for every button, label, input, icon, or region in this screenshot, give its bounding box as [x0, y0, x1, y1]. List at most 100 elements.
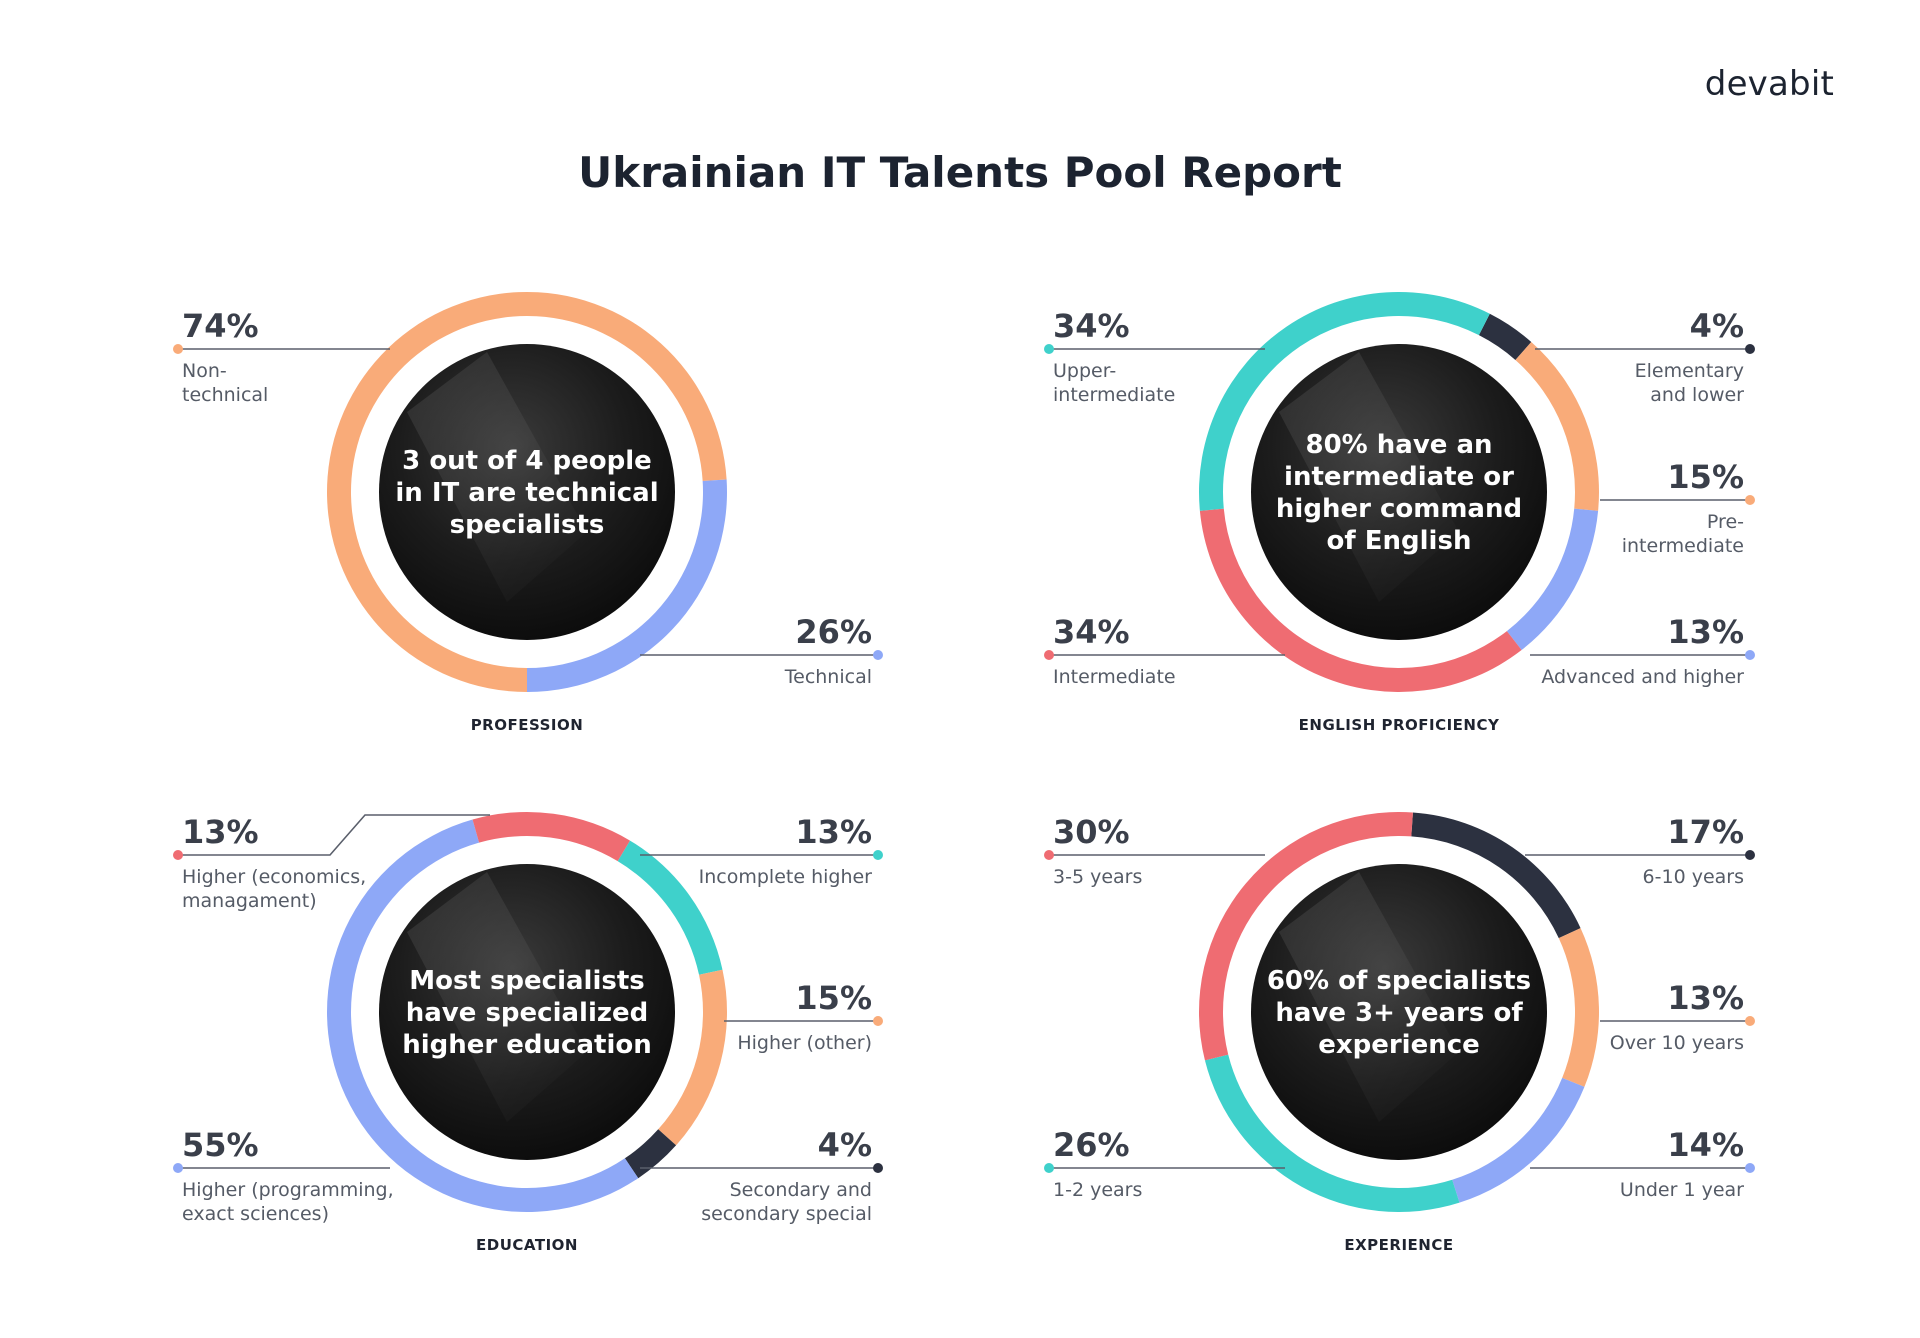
center-text-line: have 3+ years of — [1275, 998, 1523, 1028]
slice-secondary-and-secondary-special — [624, 1129, 677, 1179]
slice-higher-programming-exact-sciences — [327, 819, 639, 1212]
center-text-line: 80% have an — [1305, 430, 1492, 460]
leader-dot — [873, 1163, 883, 1173]
center-text-line: in IT are technical — [395, 478, 658, 508]
percent-label: 13% — [182, 813, 259, 851]
percent-label: 15% — [795, 979, 872, 1017]
percent-label: 17% — [1667, 813, 1744, 851]
slice-advanced-and-higher — [1506, 508, 1599, 651]
slice-label: Technical — [784, 666, 872, 688]
chart-caption: PROFESSION — [471, 716, 584, 734]
center-photo-highlight — [1279, 352, 1459, 602]
center-text-line: 60% of specialists — [1267, 966, 1531, 996]
slice-label: Secondary and — [730, 1179, 872, 1201]
percent-label: 26% — [1053, 1126, 1130, 1164]
center-text-line: higher education — [402, 1030, 651, 1060]
percent-label: 4% — [1690, 307, 1744, 345]
leader-dot — [873, 1016, 883, 1026]
slice-pre-intermediate — [1515, 341, 1599, 511]
percent-label: 13% — [795, 813, 872, 851]
slice-label: exact sciences) — [182, 1203, 329, 1225]
leader-dot — [1745, 344, 1755, 354]
slice-6-10-years — [1411, 812, 1581, 939]
slice-label: Under 1 year — [1620, 1179, 1744, 1201]
slice-higher-economics-managament — [472, 811, 631, 862]
leader-dot — [173, 1163, 183, 1173]
leader-dot — [1044, 1163, 1054, 1173]
slice-label: Incomplete higher — [699, 866, 873, 888]
center-text-line: experience — [1318, 1030, 1480, 1060]
leader-line — [178, 814, 490, 856]
leader-dot — [873, 650, 883, 660]
leader-dot — [1044, 650, 1054, 660]
center-text-line: of English — [1327, 526, 1472, 556]
chart-caption: EDUCATION — [476, 1236, 578, 1254]
slice-over-10-years — [1558, 928, 1599, 1087]
percent-label: 14% — [1667, 1126, 1744, 1164]
percent-label: 34% — [1053, 613, 1130, 651]
slice-under-1-year — [1452, 1077, 1585, 1203]
slice-label: secondary special — [701, 1203, 872, 1225]
leader-dot — [1745, 495, 1755, 505]
percent-label: 74% — [182, 307, 259, 345]
slice-upper-intermediate — [1198, 291, 1490, 511]
leader-dot — [1745, 650, 1755, 660]
leader-dot — [1044, 850, 1054, 860]
slice-label: Pre- — [1707, 511, 1744, 533]
slice-label: Advanced and higher — [1541, 666, 1744, 688]
chart-caption: EXPERIENCE — [1344, 1236, 1453, 1254]
slice-label: technical — [182, 384, 268, 406]
leader-dot — [1745, 850, 1755, 860]
report-title: Ukrainian IT Talents Pool Report — [578, 148, 1342, 197]
leader-dot — [1745, 1163, 1755, 1173]
center-text-line: intermediate or — [1284, 462, 1514, 492]
center-text-line: specialists — [450, 510, 605, 540]
percent-label: 4% — [818, 1126, 872, 1164]
percent-label: 15% — [1667, 458, 1744, 496]
leader-dot — [173, 344, 183, 354]
slice-label: Elementary — [1635, 360, 1744, 382]
center-text-line: 3 out of 4 people — [402, 446, 652, 476]
leader-dot — [873, 850, 883, 860]
slice-label: managament) — [182, 890, 317, 912]
leader-dot — [1745, 1016, 1755, 1026]
percent-label: 30% — [1053, 813, 1130, 851]
center-photo-highlight — [1279, 872, 1459, 1122]
slice-label: and lower — [1650, 384, 1744, 406]
percent-label: 13% — [1667, 979, 1744, 1017]
percent-label: 34% — [1053, 307, 1130, 345]
slice-elementary-and-lower — [1478, 313, 1532, 360]
percent-label: 26% — [795, 613, 872, 651]
center-text-line: have specialized — [406, 998, 648, 1028]
percent-label: 13% — [1667, 613, 1744, 651]
slice-label: Higher (economics, — [182, 866, 366, 888]
slice-label: intermediate — [1622, 535, 1744, 557]
percent-label: 55% — [182, 1126, 259, 1164]
center-text-line: Most specialists — [409, 966, 645, 996]
chart-caption: ENGLISH PROFICIENCY — [1299, 716, 1500, 734]
leader-dot — [1044, 344, 1054, 354]
slice-3-5-years — [1199, 812, 1413, 1061]
leader-dot — [173, 850, 183, 860]
slice-label: intermediate — [1053, 384, 1175, 406]
slice-label: 3-5 years — [1053, 866, 1142, 888]
slice-label: Higher (other) — [737, 1032, 872, 1054]
slice-intermediate — [1199, 508, 1522, 693]
slice-label: 1-2 years — [1053, 1179, 1142, 1201]
slice-technical — [527, 479, 727, 692]
brand-logo: devabit — [1704, 64, 1834, 104]
slice-1-2-years — [1204, 1054, 1460, 1213]
center-photo-highlight — [407, 352, 587, 602]
slice-label: Over 10 years — [1610, 1032, 1744, 1054]
slice-higher-other — [658, 969, 727, 1146]
slice-label: Upper- — [1053, 360, 1116, 382]
center-photo-highlight — [407, 872, 587, 1122]
slice-label: Intermediate — [1053, 666, 1176, 688]
slice-label: 6-10 years — [1643, 866, 1744, 888]
center-text-line: higher command — [1276, 494, 1522, 524]
